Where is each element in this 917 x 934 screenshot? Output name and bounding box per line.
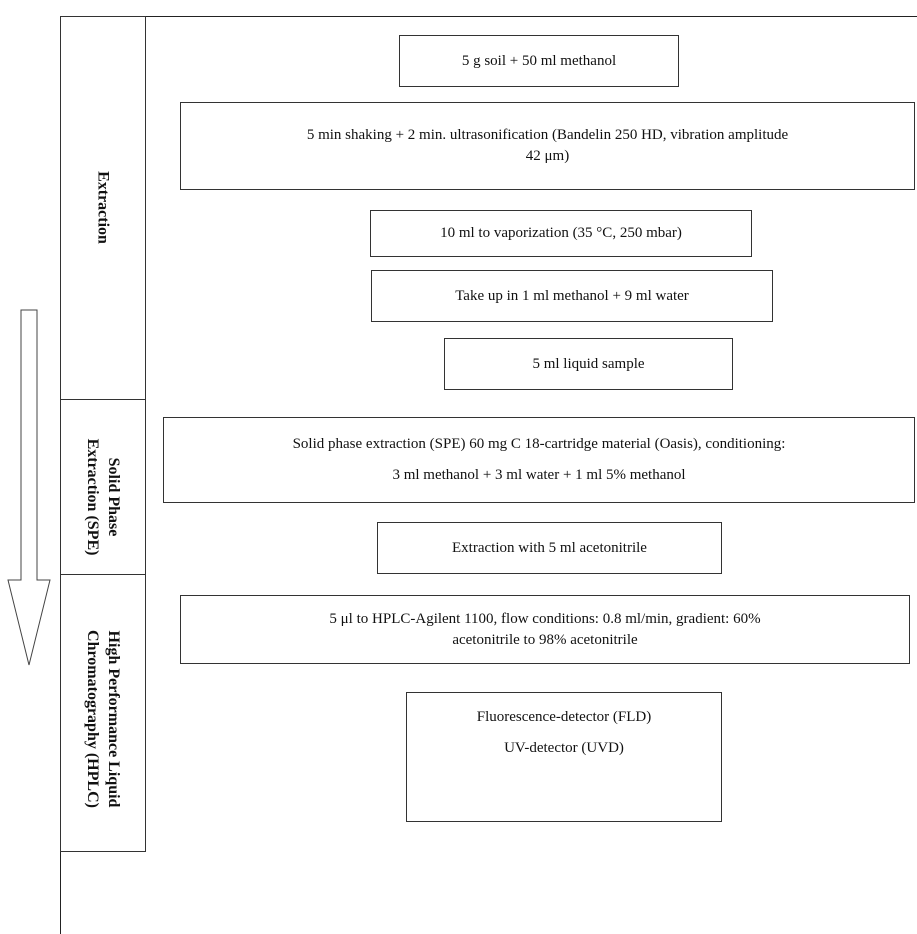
step-detector-fld: Fluorescence-detector (FLD) (476, 709, 652, 725)
step-shaking-text-line2: 42 μm) (525, 148, 570, 164)
step-hplc-text-line1: 5 μl to HPLC-Agilent 1100, flow conditio… (329, 610, 761, 627)
stage-label-spe: Solid Phase Extraction (SPE) (82, 433, 124, 561)
step-shaking-text-line1: 5 min shaking + 2 min. ultrasonification… (306, 127, 789, 143)
step-spe-text-line2: 3 ml methanol + 3 ml water + 1 ml 5% met… (392, 467, 686, 483)
step-spe-conditioning: Solid phase extraction (SPE) 60 mg C 18-… (163, 417, 915, 503)
stage-label-hplc-line2: Chromatography (HPLC) (84, 630, 101, 808)
step-liquid-sample-text: 5 ml liquid sample (532, 355, 645, 372)
step-take-up: Take up in 1 ml methanol + 9 ml water (371, 270, 773, 322)
flow-direction-arrow-icon (7, 309, 51, 666)
step-shaking-ultrasonification: 5 min shaking + 2 min. ultrasonification… (180, 102, 915, 190)
step-acetonitrile-text: Extraction with 5 ml acetonitrile (452, 539, 647, 556)
stage-label-spe-line2: Extraction (SPE) (84, 438, 101, 556)
step-liquid-sample: 5 ml liquid sample (444, 338, 733, 390)
stage-label-extraction: Extraction (94, 171, 112, 244)
frame-top-line (60, 16, 917, 17)
step-detectors: Fluorescence-detector (FLD) UV-detector … (406, 692, 722, 822)
stage-label-spe-line1: Solid Phase (105, 457, 122, 537)
step-hplc-agilent: 5 μl to HPLC-Agilent 1100, flow conditio… (180, 595, 910, 664)
step-soil-methanol: 5 g soil + 50 ml methanol (399, 35, 679, 87)
step-take-up-text: Take up in 1 ml methanol + 9 ml water (455, 287, 689, 304)
step-vaporization-text: 10 ml to vaporization (35 °C, 250 mbar) (440, 225, 682, 241)
stage-label-hplc: High Performance Liquid Chromatography (… (82, 599, 124, 839)
step-vaporization: 10 ml to vaporization (35 °C, 250 mbar) (370, 210, 752, 257)
step-soil-methanol-text: 5 g soil + 50 ml methanol (461, 52, 617, 69)
step-hplc-text-line2: acetonitrile to 98% acetonitrile (452, 631, 638, 648)
step-spe-text-line1: Solid phase extraction (SPE) 60 mg C 18-… (292, 436, 786, 452)
stage-hplc-box (60, 574, 146, 852)
step-acetonitrile-extraction: Extraction with 5 ml acetonitrile (377, 522, 722, 574)
step-detector-uvd: UV-detector (UVD) (504, 740, 624, 756)
stage-label-hplc-line1: High Performance Liquid (105, 630, 122, 808)
